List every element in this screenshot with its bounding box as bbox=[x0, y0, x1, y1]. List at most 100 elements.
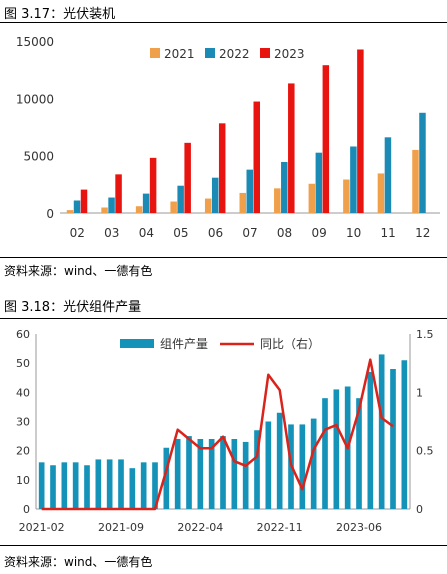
bar-2021 bbox=[239, 192, 246, 213]
bar-2022 bbox=[419, 112, 426, 213]
bar-2023 bbox=[149, 157, 157, 213]
x-tick-label: 06 bbox=[208, 226, 223, 240]
chart-1-panel: 0 5000 10000 15000 02 03 04 05 06 07 08 09 10 11 12 202… bbox=[0, 22, 447, 258]
bar-module-output bbox=[186, 436, 192, 509]
bar-2023 bbox=[80, 189, 88, 213]
bar-module-output bbox=[72, 462, 79, 509]
x-tick-label: 05 bbox=[173, 226, 188, 240]
y-tick-label: 0 bbox=[46, 207, 54, 221]
bar-module-output bbox=[84, 465, 90, 509]
legend-swatch-2023 bbox=[260, 48, 270, 58]
x-tick-label: 2022-11 bbox=[257, 521, 303, 534]
bar-2021 bbox=[66, 210, 74, 213]
bar-2021 bbox=[170, 201, 177, 213]
figure-1-source: 资料来源：wind、一德有色 bbox=[4, 264, 153, 278]
y-left-tick-label: 30 bbox=[16, 416, 30, 429]
x-tick-label: 04 bbox=[139, 226, 154, 240]
bar-module-output bbox=[163, 447, 170, 509]
bar-2021 bbox=[308, 183, 316, 213]
bar-module-output bbox=[118, 459, 124, 509]
chart-2-canvas: 0 10 20 30 40 50 60 0 0.5 1 1.5 2021-02 2021-09 2022-… bbox=[16, 328, 434, 534]
bar-module-output bbox=[197, 439, 204, 509]
bar-2022 bbox=[177, 185, 184, 213]
x-tick-label: 12 bbox=[415, 226, 430, 240]
bar-module-output bbox=[208, 439, 215, 509]
y-tick-label: 5000 bbox=[23, 150, 54, 164]
bar-module-output bbox=[50, 465, 56, 509]
x-tick-label: 2021-02 bbox=[19, 521, 65, 534]
y-left-tick-label: 0 bbox=[23, 503, 30, 516]
y-left-tick-label: 60 bbox=[16, 328, 30, 341]
y-right-tick-label: 1.5 bbox=[416, 328, 434, 341]
y-tick-label: 15000 bbox=[16, 35, 54, 49]
y-right-tick-label: 1 bbox=[416, 386, 423, 399]
legend-swatch-bars bbox=[120, 339, 154, 348]
bar-2021 bbox=[204, 198, 212, 213]
bar-2023 bbox=[115, 174, 122, 213]
bar-2022 bbox=[246, 169, 253, 213]
bar-module-output bbox=[61, 462, 68, 509]
bar-module-output bbox=[220, 436, 226, 509]
bar-module-output bbox=[265, 421, 272, 509]
bar-module-output bbox=[333, 389, 340, 509]
bar-module-output bbox=[95, 459, 102, 509]
x-tick-label: 2021-09 bbox=[98, 521, 144, 534]
bar-module-output bbox=[129, 468, 136, 509]
legend-label: 组件产量 bbox=[160, 337, 208, 351]
bar-2022 bbox=[142, 193, 150, 213]
bar-module-output bbox=[152, 462, 158, 509]
bar-2023 bbox=[322, 65, 330, 213]
bar-module-output bbox=[106, 459, 113, 509]
y-left-tick-label: 40 bbox=[16, 386, 30, 399]
legend-swatch-2021 bbox=[150, 48, 160, 58]
x-tick-label: 09 bbox=[311, 226, 326, 240]
bar-module-output bbox=[299, 424, 306, 509]
x-tick-label: 03 bbox=[104, 226, 119, 240]
legend-label: 同比（右） bbox=[260, 336, 320, 351]
bar-module-output bbox=[174, 439, 181, 509]
bar-module-output bbox=[310, 418, 317, 509]
legend-label: 2022 bbox=[219, 47, 250, 61]
bar-module-output bbox=[367, 371, 374, 509]
bar-2023 bbox=[253, 101, 260, 213]
x-tick-label: 07 bbox=[242, 226, 257, 240]
x-tick-label: 02 bbox=[70, 226, 85, 240]
bar-2022 bbox=[73, 200, 81, 213]
legend-label: 2021 bbox=[164, 47, 195, 61]
bar-2023 bbox=[357, 49, 364, 213]
y-right-tick-label: 0 bbox=[416, 503, 423, 516]
bar-2022 bbox=[384, 137, 392, 213]
line-yoy bbox=[41, 358, 394, 511]
bar-2021 bbox=[274, 188, 281, 213]
bar-2023 bbox=[184, 142, 191, 213]
y-tick-label: 10000 bbox=[16, 92, 54, 106]
x-tick-label: 2022-04 bbox=[177, 521, 223, 534]
figure-2-title: 图 3.18：光伏组件产量 bbox=[4, 300, 142, 315]
figure-1-title: 图 3.17：光伏装机 bbox=[4, 7, 116, 22]
bar-module-output bbox=[242, 441, 249, 509]
bar-2021 bbox=[135, 206, 143, 213]
bar-module-output bbox=[378, 354, 385, 509]
bar-module-output bbox=[38, 462, 45, 509]
bar-2023 bbox=[288, 83, 295, 213]
bar-2022 bbox=[350, 146, 357, 213]
y-left-tick-label: 50 bbox=[16, 357, 30, 370]
bar-module-output bbox=[401, 360, 408, 509]
y-right-tick-label: 0.5 bbox=[416, 445, 434, 458]
bar-module-output bbox=[276, 412, 283, 509]
bar-2022 bbox=[315, 152, 323, 213]
x-tick-label: 11 bbox=[381, 226, 396, 240]
bar-2022 bbox=[281, 161, 288, 213]
legend-label: 2023 bbox=[274, 47, 305, 61]
bar-2021 bbox=[377, 173, 385, 213]
chart-2-panel: 0 10 20 30 40 50 60 0 0.5 1 1.5 2021-02 2021-09 2022-… bbox=[0, 318, 447, 546]
bar-module-output bbox=[254, 430, 260, 509]
bar-module-output bbox=[231, 439, 238, 509]
y-left-tick-label: 20 bbox=[16, 445, 30, 458]
chart-1-canvas: 0 5000 10000 15000 02 03 04 05 06 07 08 09 10 11 12 202… bbox=[16, 35, 440, 240]
bar-module-output bbox=[390, 369, 396, 509]
bar-2021 bbox=[343, 179, 350, 213]
figure-2-source: 资料来源：wind、一德有色 bbox=[4, 555, 153, 569]
bar-module-output bbox=[322, 398, 328, 509]
y-left-tick-label: 10 bbox=[16, 474, 30, 487]
